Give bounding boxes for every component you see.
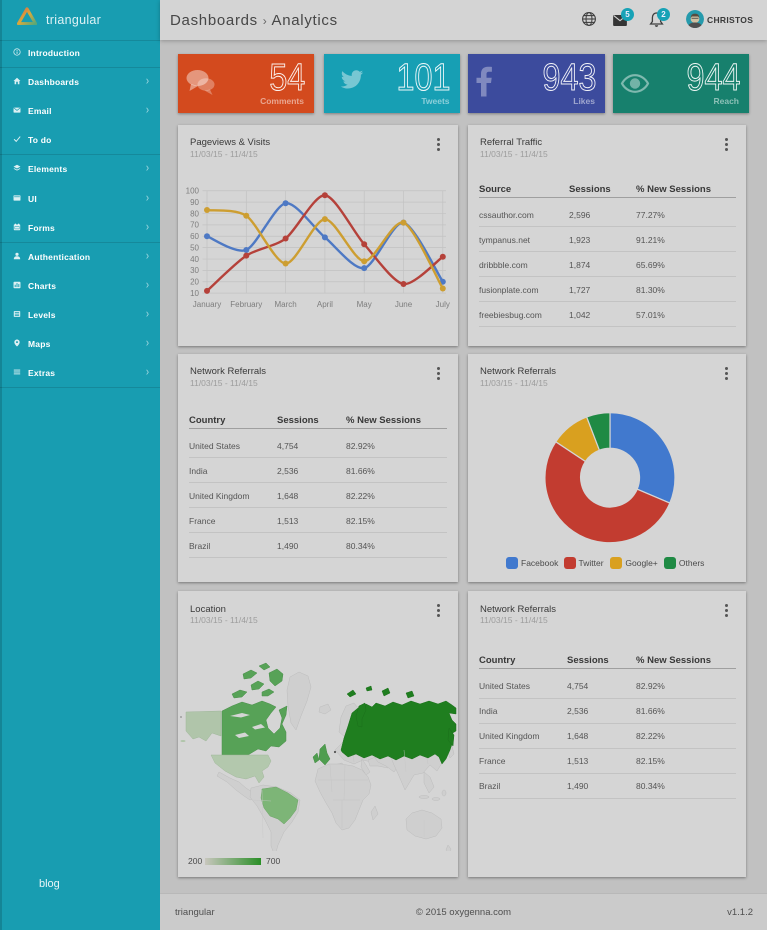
svg-text:10: 10	[190, 288, 199, 297]
svg-text:60: 60	[190, 232, 199, 241]
svg-text:100: 100	[186, 186, 200, 195]
svg-text:40: 40	[190, 254, 199, 263]
svg-text:January: January	[193, 299, 221, 308]
svg-text:70: 70	[190, 220, 199, 229]
svg-text:30: 30	[190, 266, 199, 275]
svg-text:20: 20	[190, 277, 199, 286]
svg-text:July: July	[436, 299, 450, 308]
svg-text:April: April	[317, 299, 333, 308]
svg-text:June: June	[395, 299, 413, 308]
svg-text:March: March	[274, 299, 296, 308]
svg-text:80: 80	[190, 209, 199, 218]
svg-text:50: 50	[190, 243, 199, 252]
svg-text:February: February	[230, 299, 262, 308]
svg-text:May: May	[357, 299, 372, 308]
svg-text:90: 90	[190, 197, 199, 206]
